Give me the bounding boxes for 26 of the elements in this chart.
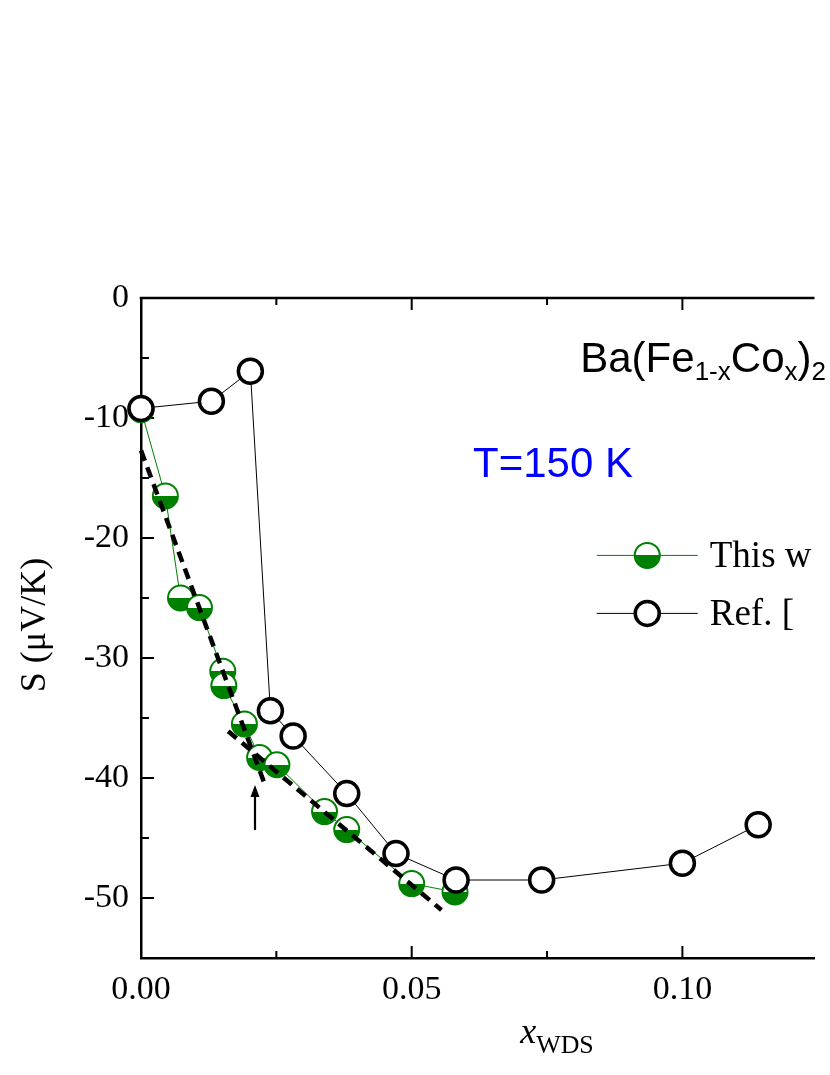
legend-label: Ref. [ bbox=[709, 592, 794, 634]
point bbox=[527, 866, 556, 894]
x-tick-label: 0.00 bbox=[111, 969, 171, 1007]
point bbox=[279, 722, 307, 750]
point bbox=[382, 839, 410, 868]
y-tick-label: 0 bbox=[112, 276, 129, 314]
point bbox=[442, 866, 470, 894]
point bbox=[256, 697, 285, 725]
annotation: T=150 K bbox=[473, 439, 633, 486]
y-tick-label: -30 bbox=[83, 636, 129, 674]
y-tick-label: -40 bbox=[83, 756, 129, 794]
y-tick-label: -20 bbox=[83, 516, 129, 554]
y-tick-label: -50 bbox=[83, 876, 129, 914]
x-tick-label: 0.10 bbox=[652, 969, 713, 1007]
y-tick-label: -10 bbox=[83, 396, 129, 434]
point bbox=[236, 357, 265, 385]
x-tick-label: 0.05 bbox=[381, 969, 442, 1007]
legend-label: This w bbox=[709, 534, 812, 576]
point bbox=[668, 849, 697, 877]
y-axis-title: S (μV/K) bbox=[13, 557, 53, 692]
point bbox=[197, 387, 226, 415]
point bbox=[185, 594, 213, 622]
point bbox=[744, 811, 772, 839]
annotation: Ba(Fe$_{1-x}$Co$_{x}$)$_{2}$ bbox=[580, 334, 826, 387]
x-axis-title: x$_{WDS}$ bbox=[520, 1011, 594, 1059]
point bbox=[332, 779, 361, 808]
